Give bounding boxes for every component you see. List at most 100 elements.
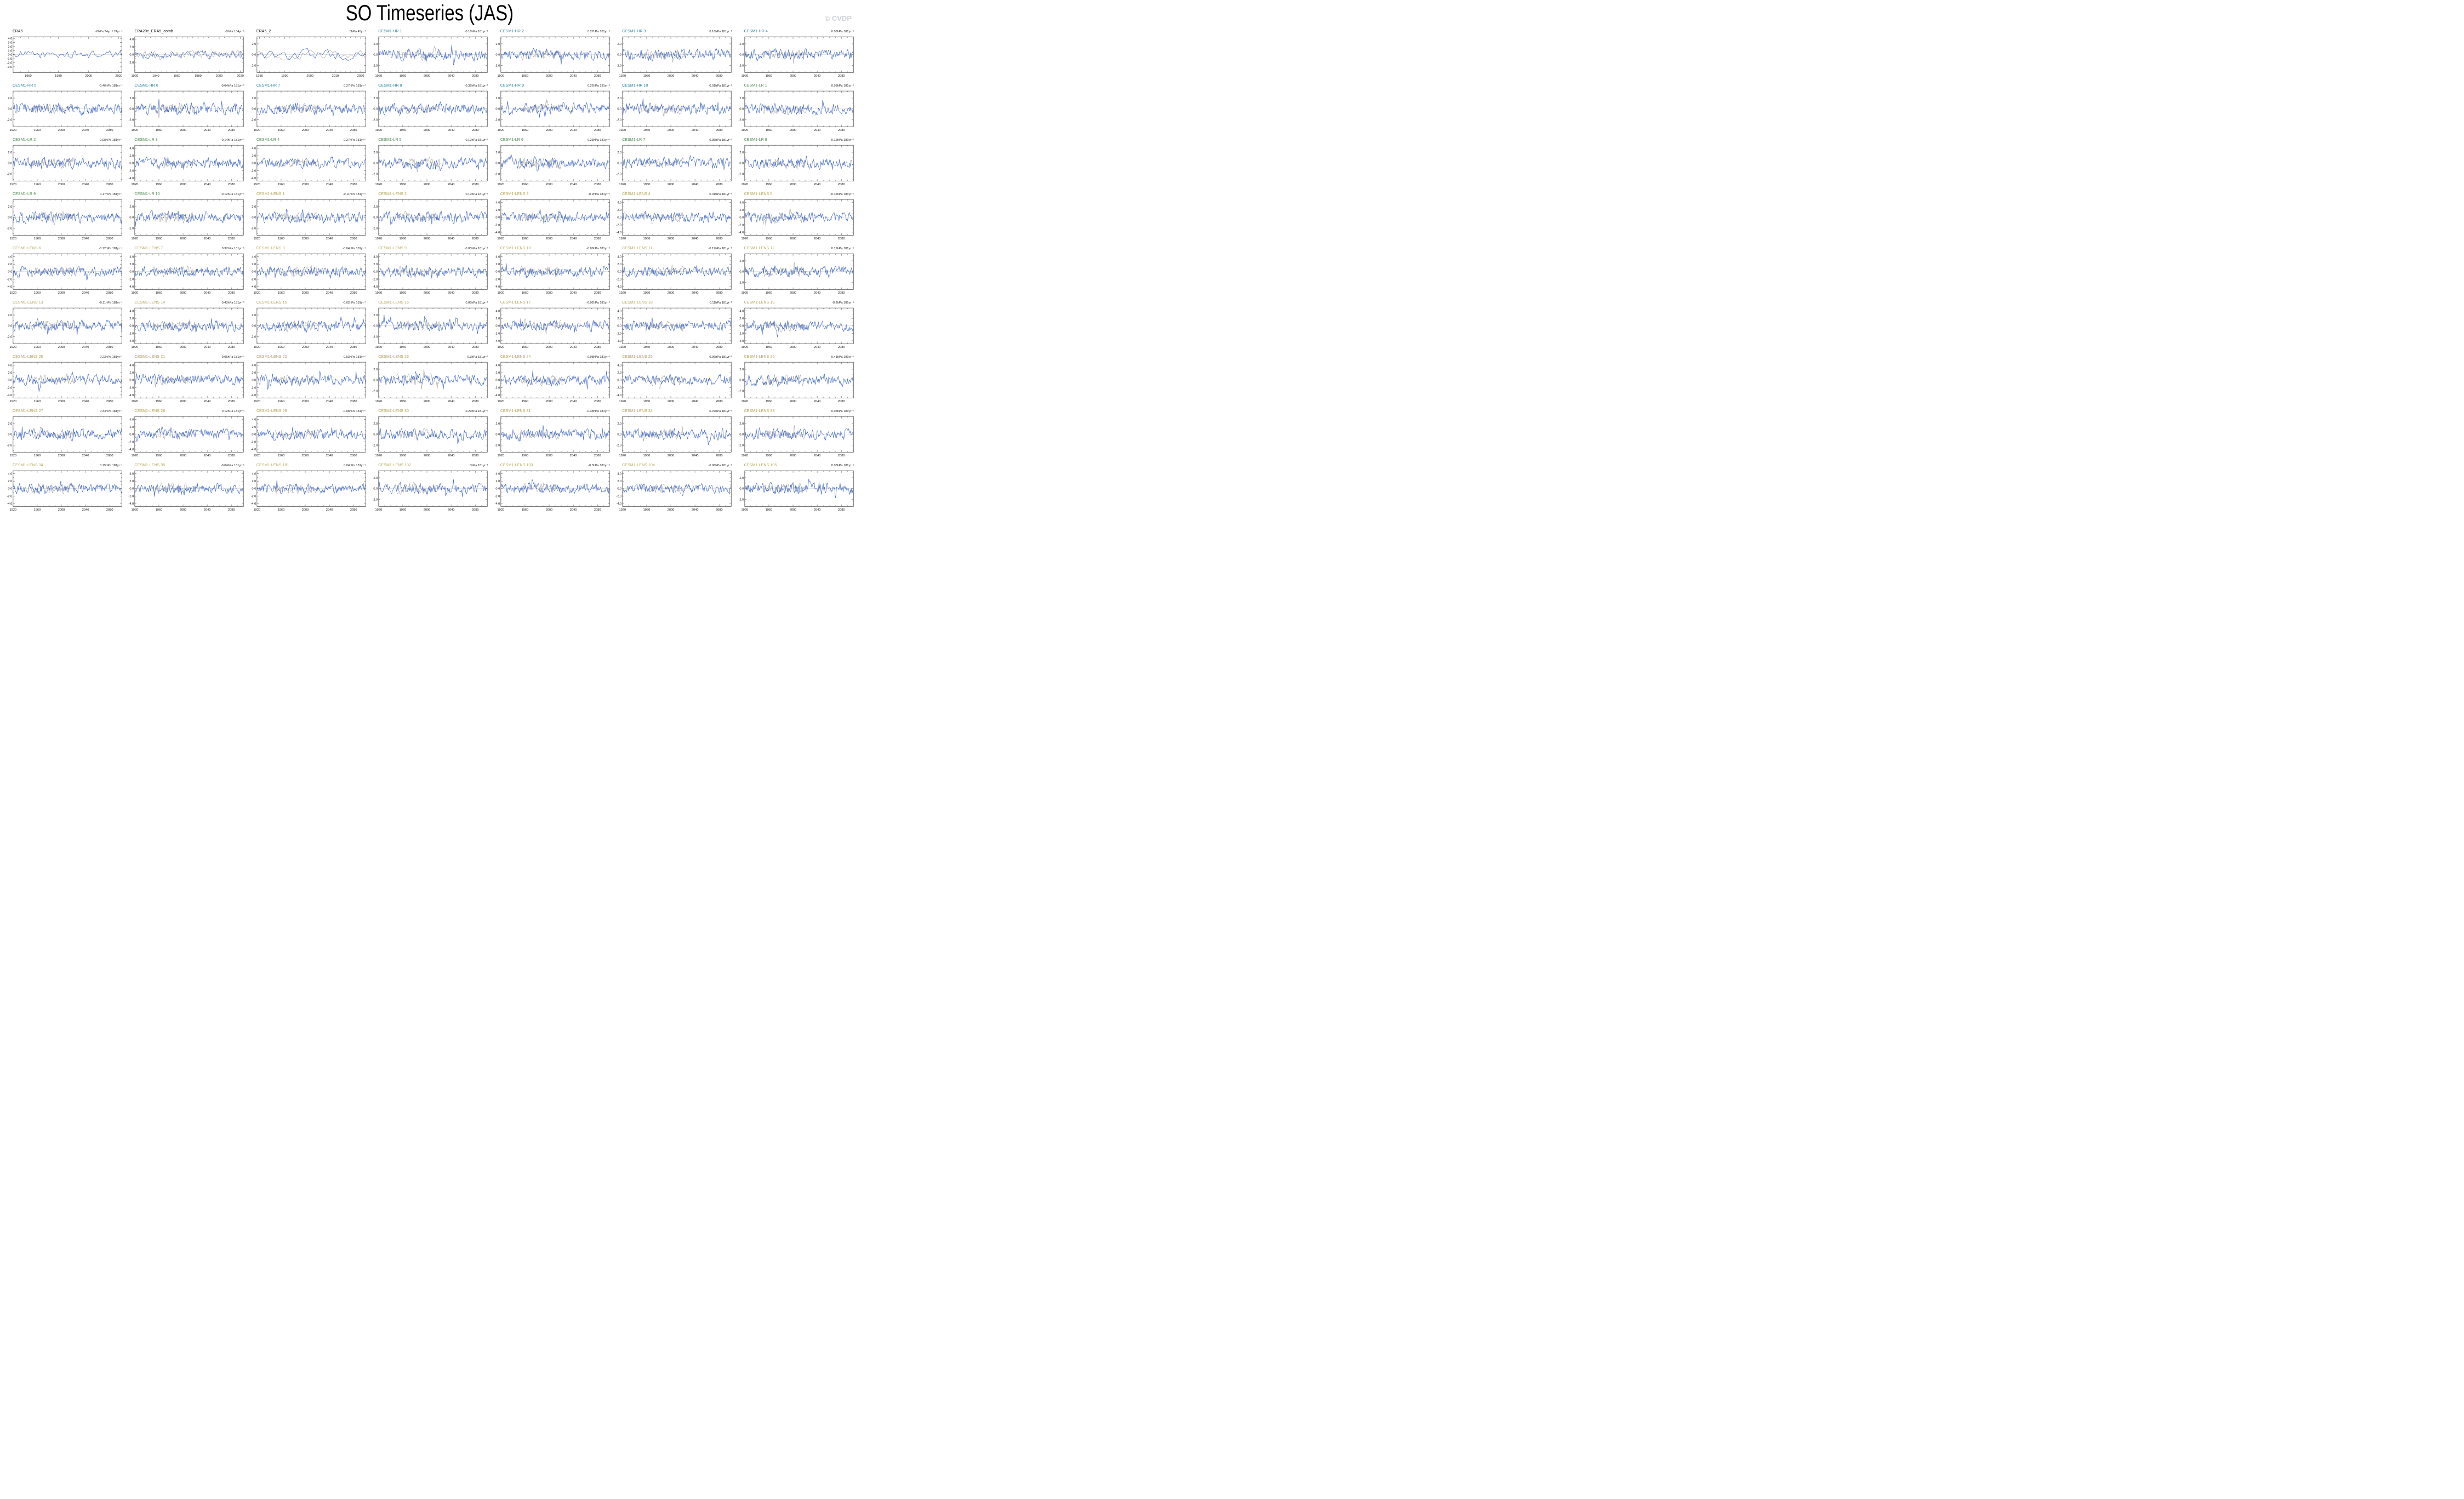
svg-text:1920: 1920 [253, 346, 260, 349]
svg-text:2.0: 2.0 [739, 209, 744, 212]
svg-text:2040: 2040 [813, 183, 820, 186]
svg-text:2.0: 2.0 [130, 426, 134, 429]
svg-text:0.0: 0.0 [374, 488, 378, 491]
panel-trend-label: -0.02hPa 181yr⁻¹ [586, 301, 611, 305]
panel-trend-label: -0.16hPa 181yr⁻¹ [830, 193, 854, 196]
svg-text:2040: 2040 [204, 129, 211, 132]
panel-header: CESM1-HR 5 -0.46hPa 181yr⁻¹ [4, 84, 123, 89]
timeseries-plot: 1920 1960 2000 2040 2080 -2.0 0.0 2.0 [7, 416, 122, 457]
svg-text:2040: 2040 [570, 346, 577, 349]
svg-text:2.0: 2.0 [617, 371, 621, 375]
panel-title: ERA20c_ERA5_comb [134, 30, 173, 33]
panel-title: CESM1-LENS 2 [378, 192, 407, 196]
svg-text:2000: 2000 [789, 129, 796, 132]
svg-text:0.0: 0.0 [495, 488, 500, 491]
timeseries-plot: 1920 1960 2000 2040 2080 -2.0 0.0 2.0 [373, 90, 488, 132]
svg-text:2080: 2080 [594, 183, 601, 186]
panel-trend-label: 0.07hPa 181yr⁻¹ [709, 410, 732, 413]
panel-trend-label: 0.15hPa 181yr⁻¹ [100, 464, 123, 467]
svg-text:2040: 2040 [82, 183, 89, 186]
panel-title: CESM1-HR 4 [744, 30, 768, 33]
panel-trend-label: -0.53hPa 181yr⁻¹ [343, 356, 367, 359]
panel-header: CESM1-HR 2 0.27hPa 181yr⁻¹ [492, 30, 611, 35]
svg-text:2000: 2000 [58, 508, 65, 512]
panel-trend-label: -0.46hPa 181yr⁻¹ [99, 84, 123, 88]
svg-text:2080: 2080 [350, 346, 357, 349]
svg-text:-2.0: -2.0 [738, 173, 744, 176]
svg-text:2000: 2000 [668, 291, 675, 295]
svg-text:2000: 2000 [180, 237, 187, 241]
timeseries-plot: 1920 1960 2000 2040 2080 -2.0 0.0 2.0 [7, 145, 122, 186]
panel-header: CESM1-LR 7 -0.35hPa 181yr⁻¹ [614, 138, 733, 144]
svg-text:1920: 1920 [253, 183, 260, 186]
svg-text:1920: 1920 [741, 237, 748, 241]
timeseries-panel: CESM1-LENS 14 0.43hPa 181yr⁻¹ 1920 1960 20… [126, 301, 245, 353]
svg-text:1960: 1960 [34, 129, 41, 132]
svg-text:1920: 1920 [132, 237, 139, 241]
timeseries-panel: CESM1-HR 10 -0.01hPa 181yr⁻¹ 1920 1960 200… [614, 84, 733, 136]
timeseries-panel: CESM1-LENS 32 0.07hPa 181yr⁻¹ 1920 1960 20… [614, 409, 733, 462]
panel-title: CESM1-LENS 11 [622, 247, 653, 250]
svg-text:-2.0: -2.0 [129, 119, 134, 122]
timeseries-panel: CESM1-LENS 28 0.12hPa 181yr⁻¹ 1920 1960 20… [126, 409, 245, 462]
panel-header: CESM1-LENS 21 0.05hPa 181yr⁻¹ [126, 355, 245, 361]
panel-trend-label: -0.2hPa 181yr⁻¹ [832, 301, 854, 305]
svg-text:2080: 2080 [472, 400, 479, 403]
svg-text:2000: 2000 [58, 183, 65, 186]
panel-trend-label: 0.43hPa 181yr⁻¹ [221, 301, 244, 305]
svg-text:2080: 2080 [594, 346, 601, 349]
svg-text:2080: 2080 [350, 291, 357, 295]
svg-text:2080: 2080 [837, 508, 845, 512]
svg-text:-2.0: -2.0 [129, 495, 134, 498]
svg-text:-2.0: -2.0 [7, 119, 12, 122]
svg-text:1960: 1960 [521, 508, 528, 512]
svg-text:2080: 2080 [716, 346, 723, 349]
svg-text:0.0: 0.0 [130, 108, 134, 111]
panel-header: CESM1-LENS 104 -0.06hPa 181yr⁻¹ [614, 464, 733, 469]
timeseries-plot: 1920 1960 2000 2040 2080 -4.0 -2.0 0.0 2.0 4.0 [7, 470, 122, 512]
timeseries-panel: CESM1-LENS 8 -0.04hPa 181yr⁻¹ 1920 1960 20… [248, 247, 367, 299]
timeseries-panel: CESM1-LENS 34 0.15hPa 181yr⁻¹ 1920 1960 20… [4, 464, 123, 516]
timeseries-panel: CESM1-HR 5 -0.46hPa 181yr⁻¹ 1920 1960 2000… [4, 84, 123, 136]
panel-header: CESM1-HR 8 -0.32hPa 181yr⁻¹ [370, 84, 489, 89]
panel-trend-label: 0.17hPa 181yr⁻¹ [100, 193, 123, 196]
svg-text:-2.0: -2.0 [250, 386, 256, 390]
svg-text:2000: 2000 [180, 183, 187, 186]
panel-header: ERA20c_ERA5_comb -0hPa 104yr⁻¹ [126, 30, 245, 35]
panel-trend-label: 0.05hPa 181yr⁻¹ [221, 356, 244, 359]
svg-text:2000: 2000 [545, 454, 552, 457]
timeseries-plot: 1920 1960 2000 2040 2080 -2.0 0.0 2.0 [250, 307, 366, 349]
svg-text:-4.0: -4.0 [617, 231, 622, 234]
panel-header: CESM1-HR 6 -0.04hPa 181yr⁻¹ [126, 84, 245, 89]
timeseries-panel: CESM1-LENS 29 -0.08hPa 181yr⁻¹ 1920 1960 2… [248, 409, 367, 462]
svg-text:-2.0: -2.0 [617, 495, 622, 498]
svg-text:2080: 2080 [716, 75, 723, 78]
svg-text:2080: 2080 [472, 508, 479, 512]
svg-text:2080: 2080 [837, 346, 845, 349]
panel-title: CESM1-HR 2 [500, 30, 524, 33]
svg-text:-4.0: -4.0 [250, 394, 256, 397]
panel-trend-label: 0.34hPa 181yr⁻¹ [100, 410, 123, 413]
svg-text:1920: 1920 [375, 75, 383, 78]
svg-text:2000: 2000 [180, 400, 187, 403]
svg-text:0.0: 0.0 [495, 216, 500, 220]
panel-trend-label: -0.11hPa 181yr⁻¹ [708, 301, 732, 305]
svg-text:2040: 2040 [326, 454, 333, 457]
svg-text:2040: 2040 [813, 508, 820, 512]
timeseries-panel: CESM1-LR 6 0.23hPa 181yr⁻¹ 1920 1960 2000 2… [492, 138, 611, 191]
panel-trend-label: -0.12hPa 181yr⁻¹ [830, 139, 854, 142]
timeseries-panel: CESM1-LENS 15 -0.02hPa 181yr⁻¹ 1920 1960 2… [248, 301, 367, 353]
svg-text:2080: 2080 [716, 183, 723, 186]
panel-header: CESM1-LENS 6 -0.12hPa 181yr⁻¹ [4, 247, 123, 252]
panel-title: CESM1-LENS 19 [744, 301, 775, 305]
timeseries-panel: CESM1-LR 10 -0.12hPa 181yr⁻¹ 1920 1960 200… [126, 192, 245, 245]
svg-text:-2.0: -2.0 [250, 336, 256, 339]
svg-text:2080: 2080 [594, 237, 601, 241]
panel-header: CESM1-LR 6 0.23hPa 181yr⁻¹ [492, 138, 611, 144]
svg-text:2040: 2040 [813, 129, 820, 132]
svg-text:1960: 1960 [277, 508, 284, 512]
svg-text:2040: 2040 [570, 75, 577, 78]
panel-header: CESM1-LENS 105 0.08hPa 181yr⁻¹ [736, 464, 855, 469]
panel-header: CESM1-LENS 28 0.12hPa 181yr⁻¹ [126, 409, 245, 415]
svg-text:1920: 1920 [375, 129, 383, 132]
